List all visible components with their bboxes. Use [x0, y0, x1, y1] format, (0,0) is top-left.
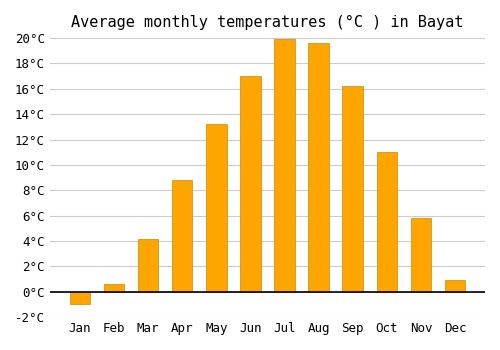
Title: Average monthly temperatures (°C ) in Bayat: Average monthly temperatures (°C ) in Ba…: [71, 15, 464, 30]
Bar: [138, 238, 158, 292]
Bar: [172, 180, 193, 292]
Bar: [376, 152, 397, 292]
Bar: [410, 218, 431, 292]
Bar: [342, 86, 363, 292]
Bar: [70, 292, 90, 304]
Bar: [274, 40, 294, 292]
Bar: [206, 124, 227, 292]
Bar: [445, 280, 465, 292]
Bar: [308, 43, 329, 292]
Bar: [240, 76, 260, 292]
Bar: [104, 284, 124, 292]
